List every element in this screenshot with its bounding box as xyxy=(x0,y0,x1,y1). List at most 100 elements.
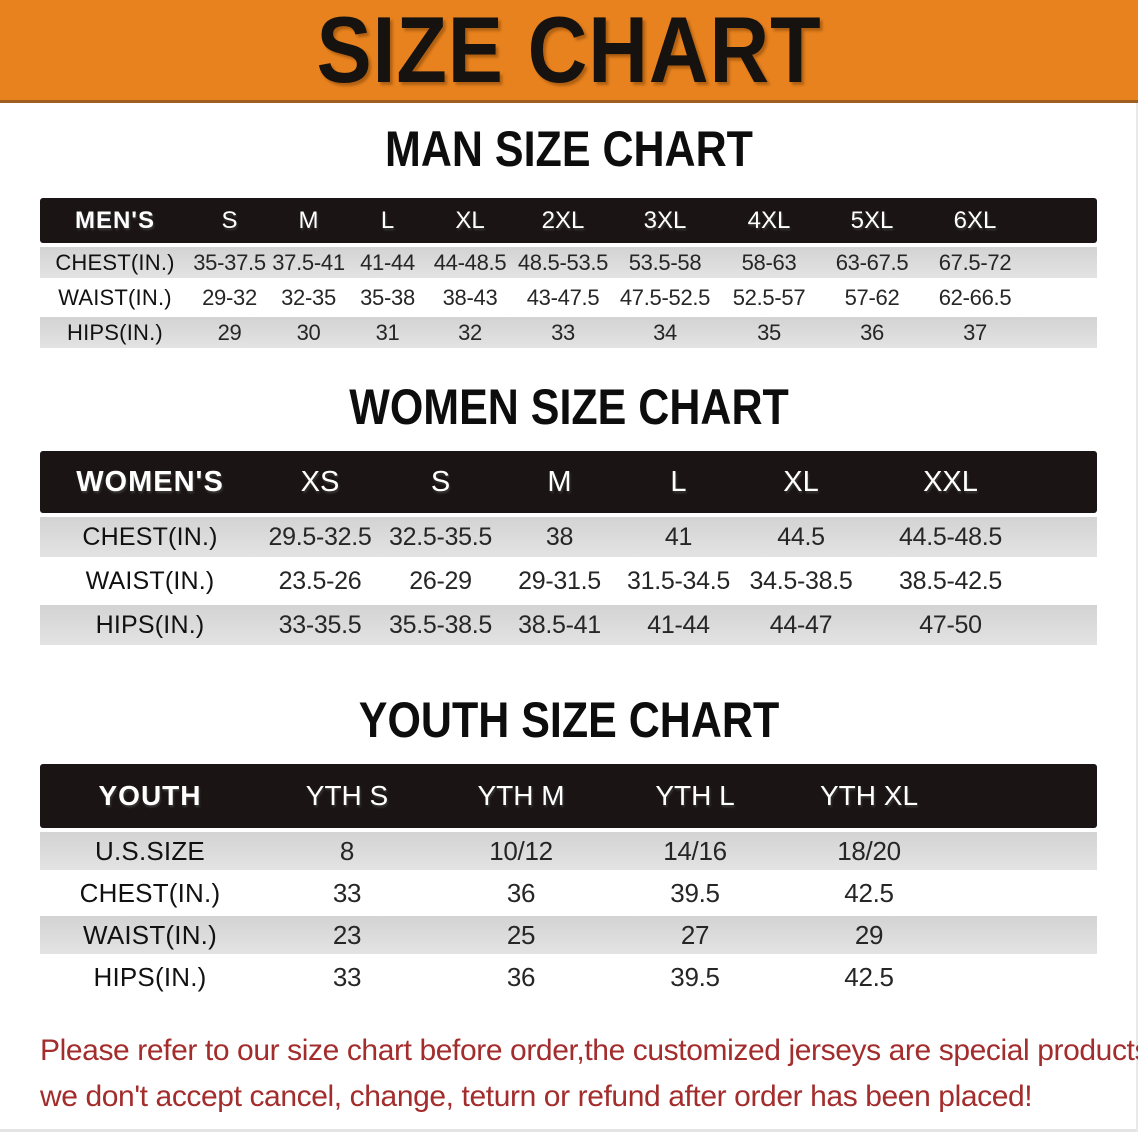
size-value: 52.5-57 xyxy=(732,284,806,310)
row-label: WAIST(IN.) xyxy=(85,566,215,595)
size-value: 44.5-48.5 xyxy=(863,517,1038,557)
size-value: 29.5-32.5 xyxy=(260,517,380,557)
size-column-header: XXL xyxy=(863,451,1038,513)
row-label: HIPS(IN.) xyxy=(40,317,190,348)
size-value: 63-67.5 xyxy=(821,247,923,278)
size-value: 42.5 xyxy=(844,961,894,992)
size-value: 47-50 xyxy=(863,605,1038,645)
filler-cell xyxy=(1038,517,1097,557)
filler-cell xyxy=(1027,282,1097,313)
size-value: 41-44 xyxy=(348,247,427,278)
size-value: 43-47.5 xyxy=(526,284,600,310)
size-value: 23.5-26 xyxy=(278,566,362,595)
size-column-header: 6XL xyxy=(923,198,1027,243)
size-value: 18/20 xyxy=(782,832,956,870)
filler-cell xyxy=(956,764,1097,828)
size-column-header: XL xyxy=(739,451,863,513)
filler-cell xyxy=(1038,451,1097,513)
size-column-header: S xyxy=(190,198,269,243)
row-label: U.S.SIZE xyxy=(40,832,260,870)
row-label: HIPS(IN.) xyxy=(40,605,260,645)
size-value: 38.5-41 xyxy=(501,605,618,645)
size-column-header: L xyxy=(348,198,427,243)
size-value: 36 xyxy=(506,961,536,992)
row-label: WAIST(IN.) xyxy=(58,284,172,310)
disclaimer-line: we don't accept cancel, change, teturn o… xyxy=(40,1080,1033,1113)
table-row: CHEST(IN.) 29.5-32.5 32.5-35.5 38 41 44.… xyxy=(40,517,1097,557)
table-row: WAIST(IN.) 29-32 32-35 35-38 38-43 43-47… xyxy=(40,282,1097,313)
size-value: 41 xyxy=(618,517,739,557)
row-label: CHEST(IN.) xyxy=(40,517,260,557)
table-row: HIPS(IN.) 33 36 39.5 42.5 xyxy=(40,958,1097,996)
size-value: 67.5-72 xyxy=(923,247,1027,278)
table-row: HIPS(IN.) 33-35.5 35.5-38.5 38.5-41 41-4… xyxy=(40,605,1097,645)
size-value: 36 xyxy=(506,877,536,908)
size-value: 42.5 xyxy=(844,877,894,908)
size-value: 23 xyxy=(260,916,434,954)
youth-header-row: YOUTH YTH S YTH M YTH L YTH XL xyxy=(40,764,1097,828)
size-value: 29 xyxy=(782,916,956,954)
table-row: CHEST(IN.) 35-37.5 37.5-41 41-44 44-48.5… xyxy=(40,247,1097,278)
size-value: 39.5 xyxy=(670,961,720,992)
size-column-header: 2XL xyxy=(513,198,613,243)
size-value: 57-62 xyxy=(844,284,900,310)
size-value: 47.5-52.5 xyxy=(619,284,711,310)
size-value: 14/16 xyxy=(608,832,782,870)
size-value: 30 xyxy=(269,317,348,348)
table-row: WAIST(IN.) 23.5-26 26-29 29-31.5 31.5-34… xyxy=(40,561,1097,601)
youth-group-label: YOUTH xyxy=(40,764,260,828)
size-value: 33 xyxy=(332,961,362,992)
size-column-header: XS xyxy=(260,451,380,513)
table-row: CHEST(IN.) 33 36 39.5 42.5 xyxy=(40,874,1097,912)
size-value: 35 xyxy=(717,317,821,348)
size-value: 33 xyxy=(513,317,613,348)
size-value: 62-66.5 xyxy=(938,284,1012,310)
filler-cell xyxy=(1027,317,1097,348)
size-value: 29-32 xyxy=(202,284,257,310)
size-column-header: 3XL xyxy=(613,198,717,243)
filler-cell xyxy=(956,832,1097,870)
men-header-row: MEN'S S M L XL 2XL 3XL 4XL 5XL 6XL xyxy=(40,198,1097,243)
size-column-header: YTH L xyxy=(608,764,782,828)
size-value: 10/12 xyxy=(434,832,608,870)
size-value: 48.5-53.5 xyxy=(513,247,613,278)
size-column-header: 4XL xyxy=(717,198,821,243)
filler-cell xyxy=(956,874,1097,912)
size-value: 32-35 xyxy=(281,284,336,310)
size-column-header: 5XL xyxy=(821,198,923,243)
women-size-table: WOMEN'S XS S M L XL XXL CHEST(IN.) 29.5-… xyxy=(40,447,1097,649)
size-value: 29-31.5 xyxy=(518,566,601,595)
size-value: 32.5-35.5 xyxy=(380,517,501,557)
size-value: 31.5-34.5 xyxy=(627,566,730,595)
size-value: 26-29 xyxy=(409,566,472,595)
size-column-header: YTH XL xyxy=(782,764,956,828)
women-header-row: WOMEN'S XS S M L XL XXL xyxy=(40,451,1097,513)
filler-cell xyxy=(1038,605,1097,645)
size-value: 31 xyxy=(348,317,427,348)
table-row: U.S.SIZE 8 10/12 14/16 18/20 xyxy=(40,832,1097,870)
size-value: 37.5-41 xyxy=(269,247,348,278)
size-value: 35-38 xyxy=(360,284,415,310)
size-value: 33-35.5 xyxy=(260,605,380,645)
women-section-heading: WOMEN SIZE CHART xyxy=(349,379,789,435)
size-value: 44-48.5 xyxy=(427,247,513,278)
size-value: 53.5-58 xyxy=(613,247,717,278)
size-value: 32 xyxy=(427,317,513,348)
size-value: 27 xyxy=(608,916,782,954)
size-column-header: M xyxy=(269,198,348,243)
row-label: HIPS(IN.) xyxy=(93,961,207,992)
filler-cell xyxy=(1027,198,1097,243)
filler-cell xyxy=(1038,561,1097,601)
filler-cell xyxy=(1027,247,1097,278)
size-chart-banner: SIZE CHART xyxy=(0,0,1138,103)
size-value: 36 xyxy=(821,317,923,348)
size-value: 38-43 xyxy=(442,284,498,310)
men-group-label: MEN'S xyxy=(40,198,190,243)
size-column-header: M xyxy=(501,451,618,513)
size-column-header: L xyxy=(618,451,739,513)
size-value: 35.5-38.5 xyxy=(380,605,501,645)
men-size-table: MEN'S S M L XL 2XL 3XL 4XL 5XL 6XL CHEST… xyxy=(40,194,1097,352)
size-value: 44.5 xyxy=(739,517,863,557)
filler-cell xyxy=(956,958,1097,996)
